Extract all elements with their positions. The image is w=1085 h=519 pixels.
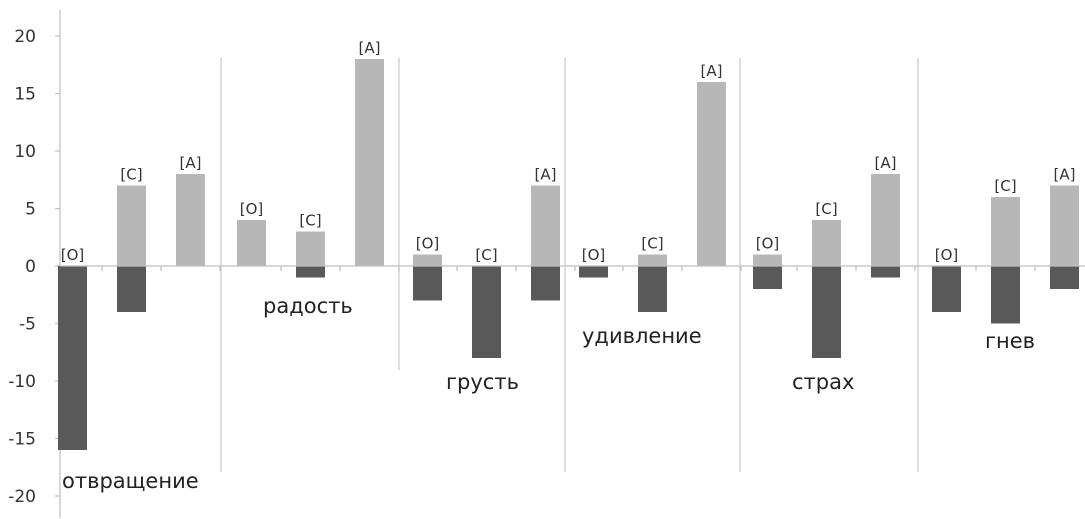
y-tick-label: 20 [14,27,36,47]
bar-negative [871,266,900,278]
bar-negative [753,266,782,289]
group-label: гнев [985,329,1035,353]
bar-category-label: [А] [875,154,897,172]
bar-positive [697,82,726,266]
y-tick-label: 15 [14,85,36,105]
bar-positive [296,231,325,266]
bar-category-label: [О] [756,235,780,253]
bar-negative [1050,266,1079,289]
bar-positive [531,185,560,266]
bar-positive [117,185,146,266]
bar-negative [413,266,442,301]
bar-category-label: [С] [641,235,663,253]
bar-category-label: [А] [701,62,723,80]
bar-category-label: [А] [1054,166,1076,184]
y-tick-label: 0 [25,257,36,277]
bar-category-label: [О] [582,246,606,264]
bar-positive [176,174,205,266]
bar-positive [753,254,782,266]
bar-category-label: [С] [994,177,1016,195]
bar-category-label: [С] [815,200,837,218]
bar-negative [638,266,667,312]
bar-positive [871,174,900,266]
bar-positive [413,254,442,266]
y-tick-label: -5 [19,315,36,335]
bar-positive [355,59,384,266]
bar-negative [579,266,608,278]
bar-positive [991,197,1020,266]
y-tick-label: 10 [14,142,36,162]
bar-category-label: [А] [359,39,381,57]
y-tick-label: -10 [8,372,36,392]
bar-category-label: [А] [180,154,202,172]
bar-category-label: [А] [535,166,557,184]
bar-category-label: [О] [416,235,440,253]
group-label: страх [792,370,854,394]
y-tick-label: 5 [25,200,36,220]
group-label: радость [263,294,353,318]
bar-negative [296,266,325,278]
bar-negative [117,266,146,312]
bar-category-label: [О] [240,200,264,218]
group-label: грусть [446,370,519,394]
bar-positive [638,254,667,266]
bar-negative [472,266,501,358]
bar-category-label: [О] [61,246,85,264]
bar-positive [812,220,841,266]
bar-category-label: [С] [475,246,497,264]
bar-positive [1050,185,1079,266]
bar-category-label: [С] [120,166,142,184]
bar-category-label: [С] [299,212,321,230]
bar-negative [58,266,87,450]
bar-category-label: [О] [935,246,959,264]
y-tick-label: -20 [8,487,36,507]
y-tick-label: -15 [8,430,36,450]
bar-negative [991,266,1020,324]
bar-negative [812,266,841,358]
group-label: отвращение [62,469,199,493]
bar-positive [237,220,266,266]
bar-negative [932,266,961,312]
group-label: удивление [582,324,702,348]
bar-negative [531,266,560,301]
